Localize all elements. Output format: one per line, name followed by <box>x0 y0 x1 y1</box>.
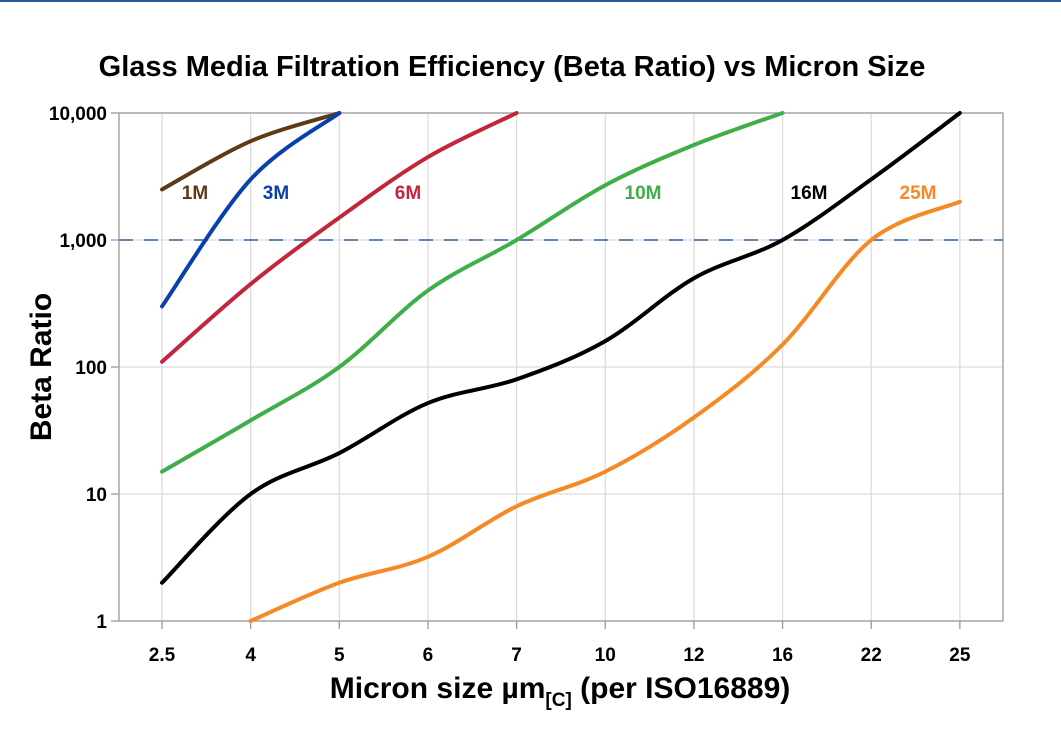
series-label-16m: 16M <box>791 183 828 204</box>
y-tick-label: 100 <box>75 358 107 379</box>
x-tick-label: 6 <box>423 645 434 666</box>
plot-frame <box>118 112 1004 622</box>
x-tick-label: 16 <box>772 645 793 666</box>
x-tick-label: 22 <box>861 645 882 666</box>
series-labels: 1M 3M 6M 10M 16M 25M <box>182 183 937 204</box>
x-tick-label: 4 <box>245 645 256 666</box>
x-tick-label: 2.5 <box>149 645 176 666</box>
series-lines <box>160 111 962 623</box>
series-label-25m: 25M <box>900 183 937 204</box>
series-line-10m <box>160 111 785 474</box>
series-line-3m <box>160 111 342 309</box>
series-label-6m: 6M <box>395 183 421 204</box>
x-axis-label-main: Micron size µm <box>330 672 546 705</box>
series-line-6m <box>160 111 519 364</box>
series-line-25m <box>248 199 962 623</box>
x-tick-label: 7 <box>511 645 522 666</box>
x-axis-label: Micron size µm[C] (per ISO16889) <box>330 672 791 711</box>
y-tick-label: 1 <box>96 612 107 633</box>
x-axis-label-subscript: [C] <box>545 690 571 711</box>
chart-title: Glass Media Filtration Efficiency (Beta … <box>99 51 926 83</box>
y-axis-label: Beta Ratio <box>25 293 58 441</box>
series-line-16m <box>160 111 962 585</box>
series-line-1m <box>160 111 342 192</box>
top-border <box>0 0 1061 2</box>
x-tick-label: 10 <box>595 645 616 666</box>
x-tick-label: 12 <box>683 645 704 666</box>
y-tick-label: 1,000 <box>59 231 107 252</box>
y-tick-labels: 1 10 100 1,000 10,000 <box>49 104 108 633</box>
grid <box>111 112 1004 629</box>
series-label-3m: 3M <box>263 183 289 204</box>
series-label-1m: 1M <box>182 183 208 204</box>
y-tick-label: 10 <box>86 485 107 506</box>
x-tick-labels: 2.5 4 5 6 7 10 12 16 22 25 <box>149 645 971 666</box>
x-tick-label: 25 <box>949 645 971 666</box>
x-axis-label-suffix: (per ISO16889) <box>572 672 790 705</box>
y-tick-label: 10,000 <box>49 104 107 125</box>
series-label-10m: 10M <box>625 183 662 204</box>
x-tick-label: 5 <box>334 645 345 666</box>
